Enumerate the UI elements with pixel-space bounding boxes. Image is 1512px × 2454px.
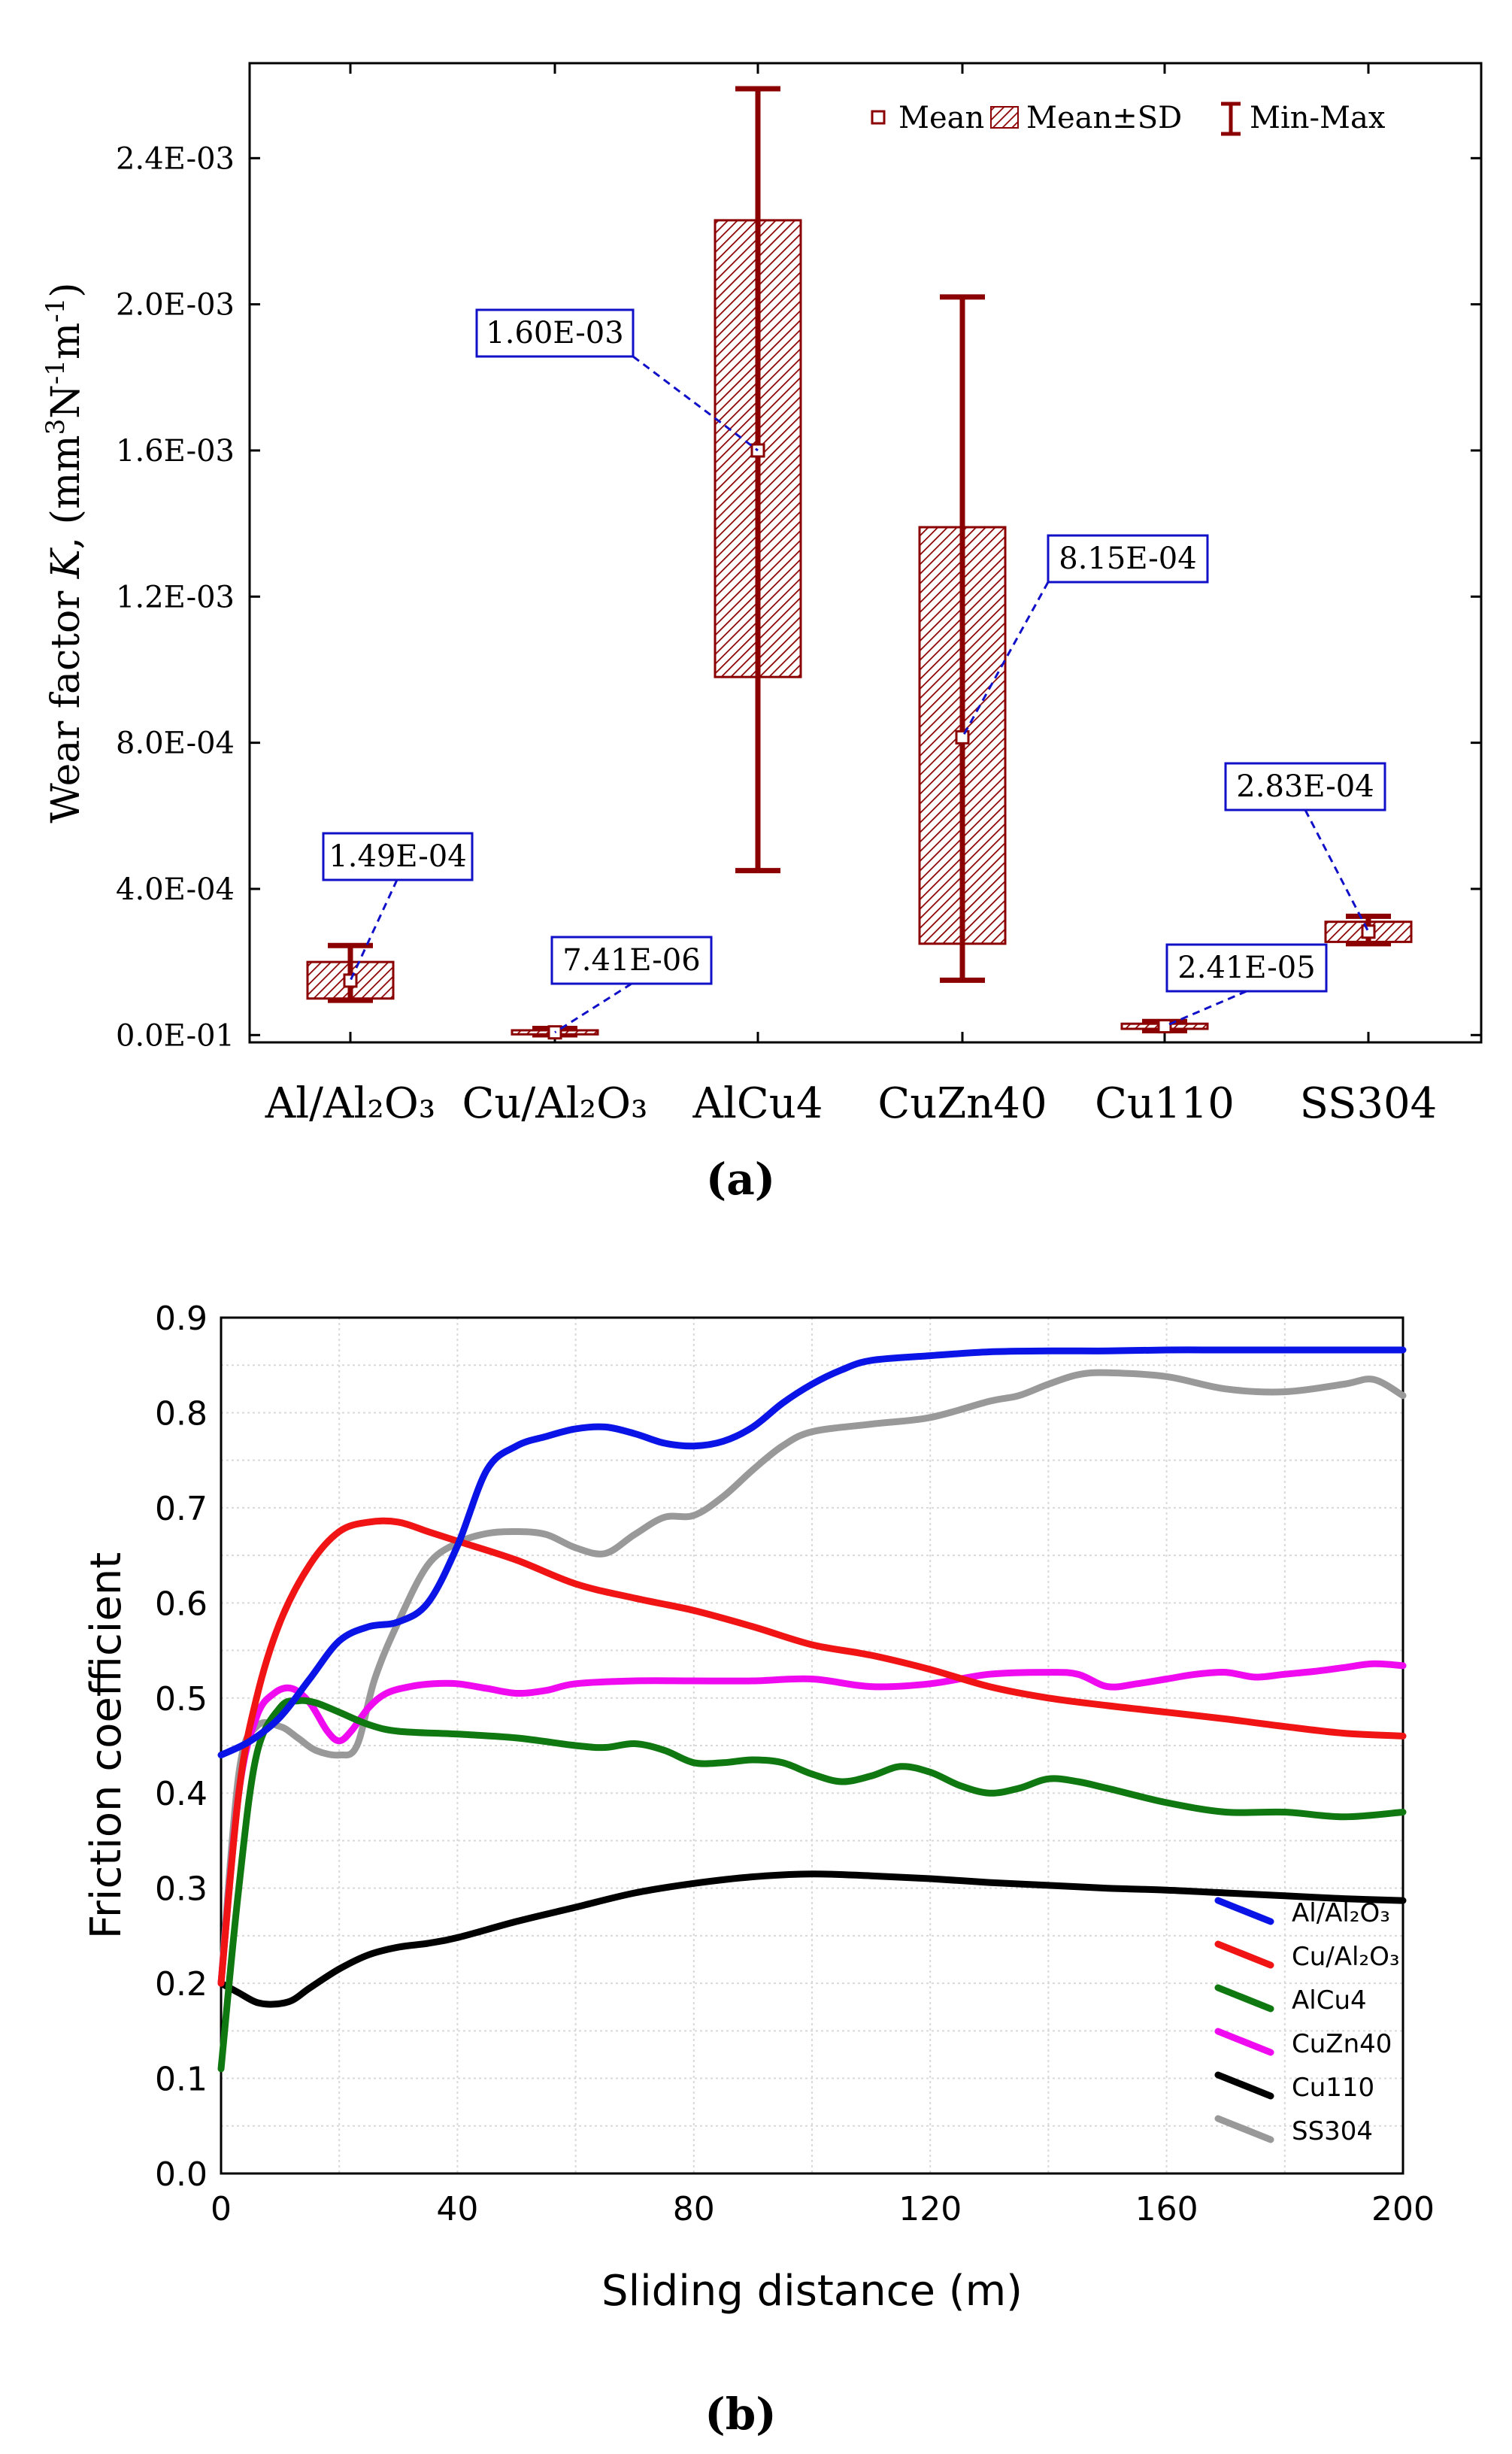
y-tick-label-b: 0.8: [155, 1394, 208, 1433]
callout-leader: [632, 355, 759, 452]
x-axis-b: 0 40 80 120 160 200: [211, 2190, 1435, 2228]
panel-a-label: (a): [706, 1154, 775, 1205]
y-axis-a: 0.0E-01 4.0E-04 8.0E-04 1.2E-03 1.6E-03 2.0E-…: [116, 141, 1481, 1053]
legend-mean-swatch: [871, 110, 886, 125]
callout-label: 2.41E-05: [1177, 951, 1315, 985]
x-axis-a: Al/Al₂O₃ Cu/Al₂O₃ AlCu4 CuZn40 Cu110 SS304: [265, 63, 1438, 1128]
x-tick-label-b: 0: [211, 2190, 232, 2228]
y-tick-label-b: 0.3: [155, 1870, 208, 1909]
wear-factor-chart: 0.0E-01 4.0E-04 8.0E-04 1.2E-03 1.6E-03 2.0E-…: [41, 62, 1483, 1205]
legend-swatch-b: [1214, 1897, 1274, 1925]
callout-box: [1224, 762, 1386, 811]
y-tick-label-a: 1.6E-03: [116, 434, 235, 469]
callout-leader: [1304, 809, 1370, 933]
y-tick-label-b: 0.2: [155, 1965, 208, 2004]
callout-label: 8.15E-04: [1059, 541, 1196, 576]
callout-label: 2.83E-04: [1236, 769, 1374, 804]
y-tick-label-a: 8.0E-04: [116, 726, 235, 761]
legend-swatch-b: [1214, 1940, 1274, 1969]
y-tick-label-a: 2.4E-03: [116, 141, 235, 176]
y-tick-label-a: 4.0E-04: [116, 872, 235, 907]
legend-b: Al/Al₂O₃ Cu/Al₂O₃ AlCu4 CuZn40 Cu110 SS304: [1214, 1897, 1399, 2146]
callout-leader: [349, 879, 398, 981]
legend-swatch-b: [1214, 1984, 1274, 2013]
x-tick-label-b: 200: [1371, 2190, 1435, 2228]
mean-callouts: 1.49E-04 7.41E-06 1.60E-03 8.15E-04 2.41E-05…: [322, 308, 1386, 1033]
callout-box: [322, 832, 474, 881]
mean-marker: [343, 973, 358, 988]
y-tick-label-b: 0.0: [155, 2155, 208, 2194]
callout-box: [475, 308, 635, 358]
legend-minmax-label: Min-Max: [1250, 101, 1386, 135]
y-tick-label-b: 0.9: [155, 1300, 208, 1338]
legend-a: Mean Mean±SD Min-Max: [871, 101, 1386, 136]
y-axis-label-a: Wear factor K, (mm3N-1m-1): [41, 282, 89, 823]
x-tick-label-a: AlCu4: [692, 1079, 823, 1128]
callout-label: 7.41E-06: [562, 943, 700, 978]
x-tick-label-a: Cu/Al₂O₃: [462, 1079, 648, 1128]
box-series: [306, 86, 1413, 1040]
legend-minmax-swatch: [1221, 102, 1241, 136]
x-tick-label-b: 120: [898, 2190, 962, 2228]
panel-b-label: (b): [704, 2389, 776, 2440]
x-tick-label-a: Cu110: [1095, 1079, 1235, 1128]
callout-leader: [961, 581, 1050, 739]
y-tick-label-b: 0.7: [155, 1490, 208, 1528]
series-line-ss304: [217, 1369, 1407, 1987]
x-axis-label-b: Sliding distance (m): [601, 2267, 1023, 2316]
friction-series: [217, 1346, 1407, 2073]
callout-box: [550, 936, 713, 985]
mean-marker: [955, 730, 970, 745]
y-tick-label-b: 0.1: [155, 2061, 208, 2099]
x-tick-label-b: 80: [673, 2190, 715, 2228]
callout-box: [1047, 534, 1209, 584]
y-tick-label-a: 1.2E-03: [116, 580, 235, 614]
series-line-cuzn40: [217, 1660, 1407, 1987]
plot-frame-a: [248, 62, 1483, 1044]
callout-leader: [554, 982, 632, 1033]
legend-swatch-b: [1214, 2071, 1274, 2100]
x-tick-label-b: 160: [1135, 2190, 1198, 2228]
x-tick-label-a: CuZn40: [877, 1079, 1047, 1128]
series-line-cu-al-o-: [217, 1517, 1407, 1987]
legend-label-b: SS304: [1292, 2116, 1373, 2146]
series-line-alcu4: [217, 1697, 1407, 2073]
x-tick-label-b: 40: [436, 2190, 478, 2228]
series-line-cu110: [217, 1870, 1407, 2008]
x-tick-label-a: SS304: [1300, 1079, 1438, 1128]
legend-label-b: CuZn40: [1292, 2029, 1392, 2059]
series-line-al-al-o-: [217, 1346, 1407, 1759]
legend-label-b: Cu110: [1292, 2073, 1374, 2103]
callout-leader: [1164, 990, 1247, 1027]
callout-box: [1165, 943, 1328, 993]
legend-label-b: Al/Al₂O₃: [1292, 1898, 1390, 1928]
y-axis-label-b: Friction coefficient: [82, 1552, 131, 1939]
legend-label-b: Cu/Al₂O₃: [1292, 1942, 1399, 1972]
friction-chart: 0.0 0.1 0.2 0.3 0.4 0.5 0.6 0.7 0.8 0.9 0 40 80 120 1…: [82, 1300, 1435, 2440]
y-axis-b: 0.0 0.1 0.2 0.3 0.4 0.5 0.6 0.7 0.8 0.9: [155, 1300, 208, 2194]
y-tick-label-b: 0.6: [155, 1585, 208, 1623]
callout-label: 1.60E-03: [486, 316, 623, 350]
y-tick-label-b: 0.4: [155, 1775, 208, 1813]
callout-label: 1.49E-04: [329, 839, 466, 874]
y-tick-label-a: 2.0E-03: [116, 288, 235, 323]
legend-sd-swatch: [990, 106, 1019, 129]
plot-frame-b: [220, 1316, 1404, 2175]
x-tick-label-a: Al/Al₂O₃: [265, 1079, 435, 1128]
legend-label-b: AlCu4: [1292, 1985, 1367, 2016]
grid-b: [220, 1317, 1404, 2174]
legend-swatch-b: [1214, 2115, 1274, 2143]
legend-mean-label: Mean: [898, 101, 984, 135]
legend-sd-label: Mean±SD: [1026, 101, 1182, 135]
legend-swatch-b: [1214, 2028, 1274, 2056]
y-tick-label-b: 0.5: [155, 1680, 208, 1718]
y-tick-label-a: 0.0E-01: [116, 1018, 235, 1053]
mean-marker: [1361, 924, 1376, 939]
mean-marker: [1157, 1019, 1172, 1034]
